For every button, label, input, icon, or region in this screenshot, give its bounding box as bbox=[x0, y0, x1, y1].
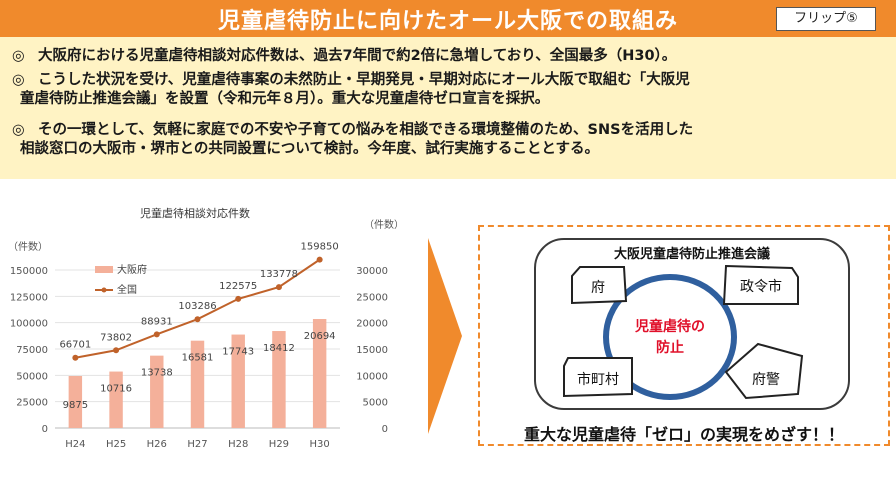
x-tick-label: H30 bbox=[310, 439, 330, 450]
bar-osaka bbox=[190, 340, 205, 428]
left-tick-label: 50000 bbox=[16, 371, 48, 382]
goal-frame bbox=[478, 225, 890, 446]
bullet-text: 大阪府における児童虐待相談対応件数は、過去7年間で約2倍に急増しており、全国最多… bbox=[38, 48, 677, 64]
chart-legend: 大阪府 全国 bbox=[95, 263, 147, 296]
bar-osaka bbox=[150, 355, 164, 428]
line-point bbox=[153, 331, 160, 338]
legend-bar-swatch bbox=[95, 266, 113, 273]
center-label-line2: 防止 bbox=[656, 339, 684, 356]
line-value-label: 133778 bbox=[260, 269, 298, 280]
bar-osaka bbox=[272, 331, 286, 428]
bullet-text-cont: 相談窓口の大阪市・堺市との共同設置について検討。今年度、試行実施することとする。 bbox=[20, 141, 599, 157]
right-arrow-icon bbox=[428, 238, 462, 434]
bar-value-label: 17743 bbox=[222, 347, 254, 358]
summary-panel: ◎ 大阪府における児童虐待相談対応件数は、過去7年間で約2倍に急増しており、全国最… bbox=[0, 37, 896, 179]
center-label-line1: 児童虐待の bbox=[634, 318, 705, 335]
bullet-mark: ◎ bbox=[12, 72, 25, 88]
legend-bar-label: 大阪府 bbox=[117, 263, 147, 276]
x-tick-label: H28 bbox=[228, 439, 248, 450]
flip-label: フリップ⑤ bbox=[776, 7, 876, 31]
node-police: 府警 bbox=[724, 342, 804, 400]
bar-value-label: 18412 bbox=[263, 343, 295, 354]
council-frame bbox=[534, 238, 850, 410]
page-title: 児童虐待防止に向けたオール大阪での取組み bbox=[217, 9, 678, 34]
line-point bbox=[235, 295, 242, 302]
bar-osaka bbox=[312, 319, 327, 428]
bar-value-label: 13738 bbox=[141, 368, 173, 379]
bullet-text-cont: 童虐待防止推進会議」を設置（令和元年８月）。重大な児童虐待ゼロ宣言を採択。 bbox=[20, 91, 550, 107]
municipalities-label: 市町村 bbox=[577, 371, 619, 388]
x-tick-label: H27 bbox=[187, 439, 207, 450]
bullet-1: ◎ 大阪府における児童虐待相談対応件数は、過去7年間で約2倍に急増しており、全国最… bbox=[12, 47, 676, 66]
council-diagram: 大阪児童虐待防止推進会議 児童虐待の 防止 府 政令市 府警 市町村 bbox=[563, 246, 804, 400]
line-value-label: 103286 bbox=[178, 301, 216, 312]
council-title: 大阪児童虐待防止推進会議 bbox=[614, 246, 770, 262]
line-point bbox=[194, 316, 201, 323]
right-tick-label: 30000 bbox=[356, 266, 388, 277]
right-axis-unit: （件数） bbox=[364, 218, 404, 231]
node-municipalities: 市町村 bbox=[563, 357, 633, 398]
right-tick-label: 0 bbox=[382, 424, 388, 435]
bar-value-label: 10716 bbox=[100, 384, 132, 395]
bar-osaka bbox=[68, 375, 83, 428]
police-box bbox=[724, 342, 804, 400]
line-point bbox=[275, 284, 282, 291]
cooperation-ring bbox=[603, 274, 737, 400]
left-tick-label: 0 bbox=[42, 424, 48, 435]
bar-osaka bbox=[231, 334, 245, 428]
x-tick-label: H29 bbox=[269, 439, 289, 450]
line-point bbox=[72, 354, 79, 361]
right-tick-label: 10000 bbox=[356, 371, 388, 382]
line-point bbox=[316, 256, 323, 263]
goal-slogan: 重大な児童虐待「ゼロ」の実現をめざす！！ bbox=[523, 425, 844, 444]
line-value-label: 88931 bbox=[141, 316, 173, 327]
abuse-cases-chart: 児童虐待相談対応件数 （件数） （件数） 0250005000075000100… bbox=[8, 206, 404, 450]
bar-value-label: 9875 bbox=[63, 400, 88, 411]
x-tick-label: H24 bbox=[65, 439, 85, 450]
right-tick-label: 5000 bbox=[363, 398, 388, 409]
title-bar bbox=[0, 0, 896, 37]
bar-value-label: 20694 bbox=[304, 331, 336, 342]
municipalities-box bbox=[563, 357, 633, 398]
bullet-text: その一環として、気軽に家庭での不安や子育ての悩みを相談できる環境整備のため、SN… bbox=[38, 122, 694, 138]
left-tick-label: 75000 bbox=[16, 345, 48, 356]
line-point bbox=[113, 347, 120, 354]
chart-title: 児童虐待相談対応件数 bbox=[140, 206, 250, 220]
line-value-label: 73802 bbox=[100, 332, 132, 343]
left-tick-label: 25000 bbox=[16, 398, 48, 409]
designated-city-label: 政令市 bbox=[740, 278, 782, 295]
legend-line-marker bbox=[101, 287, 107, 293]
designated-city-box bbox=[722, 264, 799, 305]
bullet-3: ◎ その一環として、気軽に家庭での不安や子育ての悩みを相談できる環境整備のため、S… bbox=[12, 121, 693, 159]
node-designated-city: 政令市 bbox=[722, 264, 799, 305]
bullet-2: ◎ こうした状況を受け、児童虐待事案の未然防止・早期発見・早期対応にオール大阪で取… bbox=[12, 71, 690, 109]
legend-line-label: 全国 bbox=[117, 283, 137, 296]
bullet-mark: ◎ bbox=[12, 122, 25, 138]
left-axis-unit: （件数） bbox=[8, 240, 48, 253]
police-label: 府警 bbox=[752, 372, 780, 388]
bar-osaka bbox=[109, 371, 123, 428]
left-tick-label: 150000 bbox=[10, 266, 48, 277]
right-tick-label: 25000 bbox=[356, 292, 388, 303]
right-tick-label: 20000 bbox=[356, 319, 388, 330]
bar-value-label: 16581 bbox=[182, 353, 214, 364]
x-tick-label: H25 bbox=[106, 439, 126, 450]
line-value-label: 122575 bbox=[219, 281, 257, 292]
x-tick-label: H26 bbox=[147, 439, 167, 450]
bullet-mark: ◎ bbox=[12, 48, 25, 64]
node-prefecture: 府 bbox=[571, 266, 628, 305]
line-value-label: 66701 bbox=[59, 340, 91, 351]
line-value-label: 159850 bbox=[301, 242, 339, 253]
right-tick-label: 15000 bbox=[356, 345, 388, 356]
bullet-text: こうした状況を受け、児童虐待事案の未然防止・早期発見・早期対応にオール大阪で取組… bbox=[38, 72, 690, 88]
prefecture-label: 府 bbox=[591, 280, 605, 296]
prefecture-box bbox=[571, 266, 628, 305]
left-tick-label: 100000 bbox=[10, 319, 48, 330]
left-tick-label: 125000 bbox=[10, 292, 48, 303]
